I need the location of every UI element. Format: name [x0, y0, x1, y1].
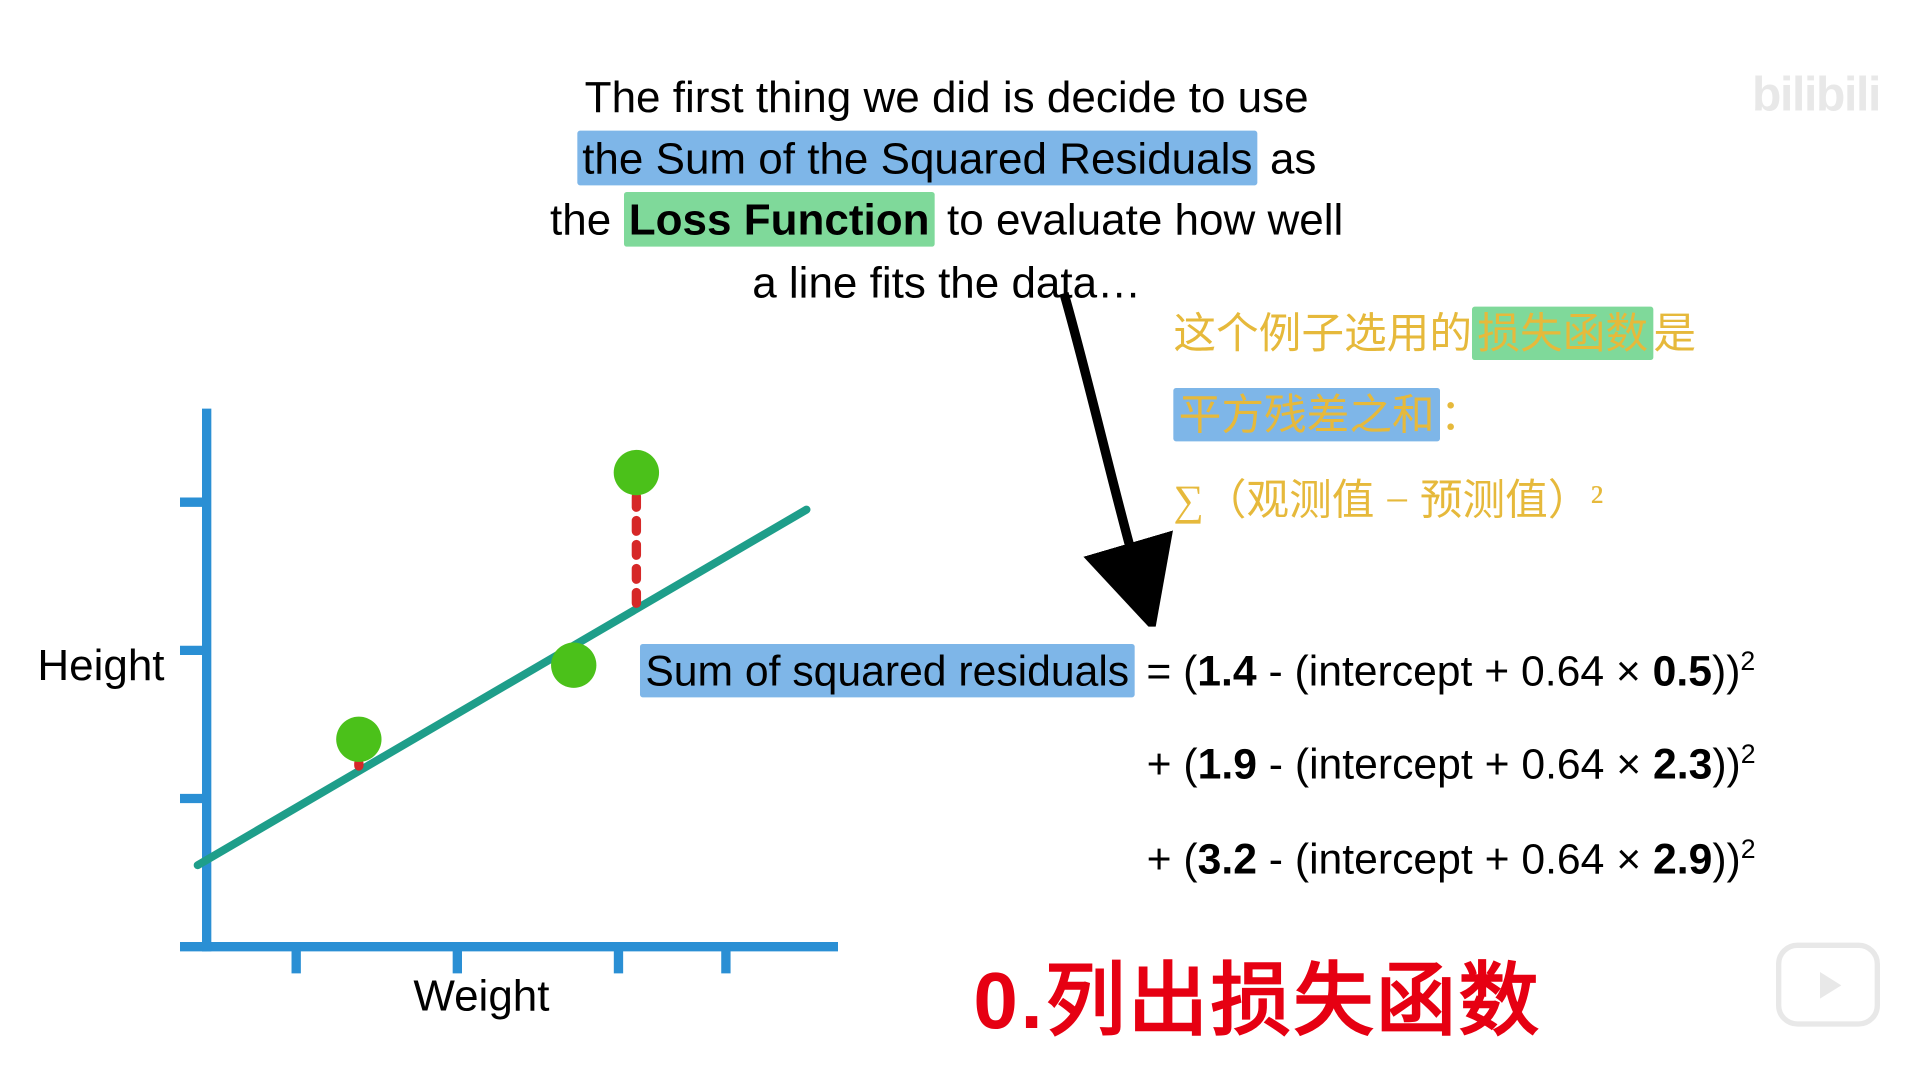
play-button-icon	[1776, 943, 1880, 1027]
step-title: 0.列出损失函数	[973, 936, 1541, 1052]
ssr-hl-cn: 平方残差之和	[1173, 388, 1440, 441]
x-axis-label: Weight	[413, 971, 549, 1022]
lossfn-highlight: Loss Function	[623, 193, 934, 248]
bilibili-logo: bilibili	[1752, 67, 1880, 123]
intro-paragraph: The first thing we did is decide to use …	[547, 67, 1347, 313]
handwriting-line-1: 这个例子选用的损失函数是	[1173, 300, 1696, 368]
lossfn-hl-cn: 损失函数	[1472, 307, 1653, 360]
y-axis-label: Height	[37, 640, 164, 691]
text: The first thing we did is decide to use	[585, 72, 1309, 121]
handwriting-line-3: ∑（观测值 − 预测值）²	[1173, 467, 1603, 535]
text: 这个例子选用的	[1173, 309, 1472, 357]
text: ∑（观测值 − 预测值）²	[1173, 476, 1603, 524]
handwriting-line-2: 平方残差之和：	[1173, 381, 1482, 449]
scatter-chart	[93, 400, 840, 1000]
ssr-highlight: the Sum of the Squared Residuals	[577, 131, 1258, 186]
text: ：	[1440, 391, 1483, 439]
text: 是	[1653, 309, 1696, 357]
